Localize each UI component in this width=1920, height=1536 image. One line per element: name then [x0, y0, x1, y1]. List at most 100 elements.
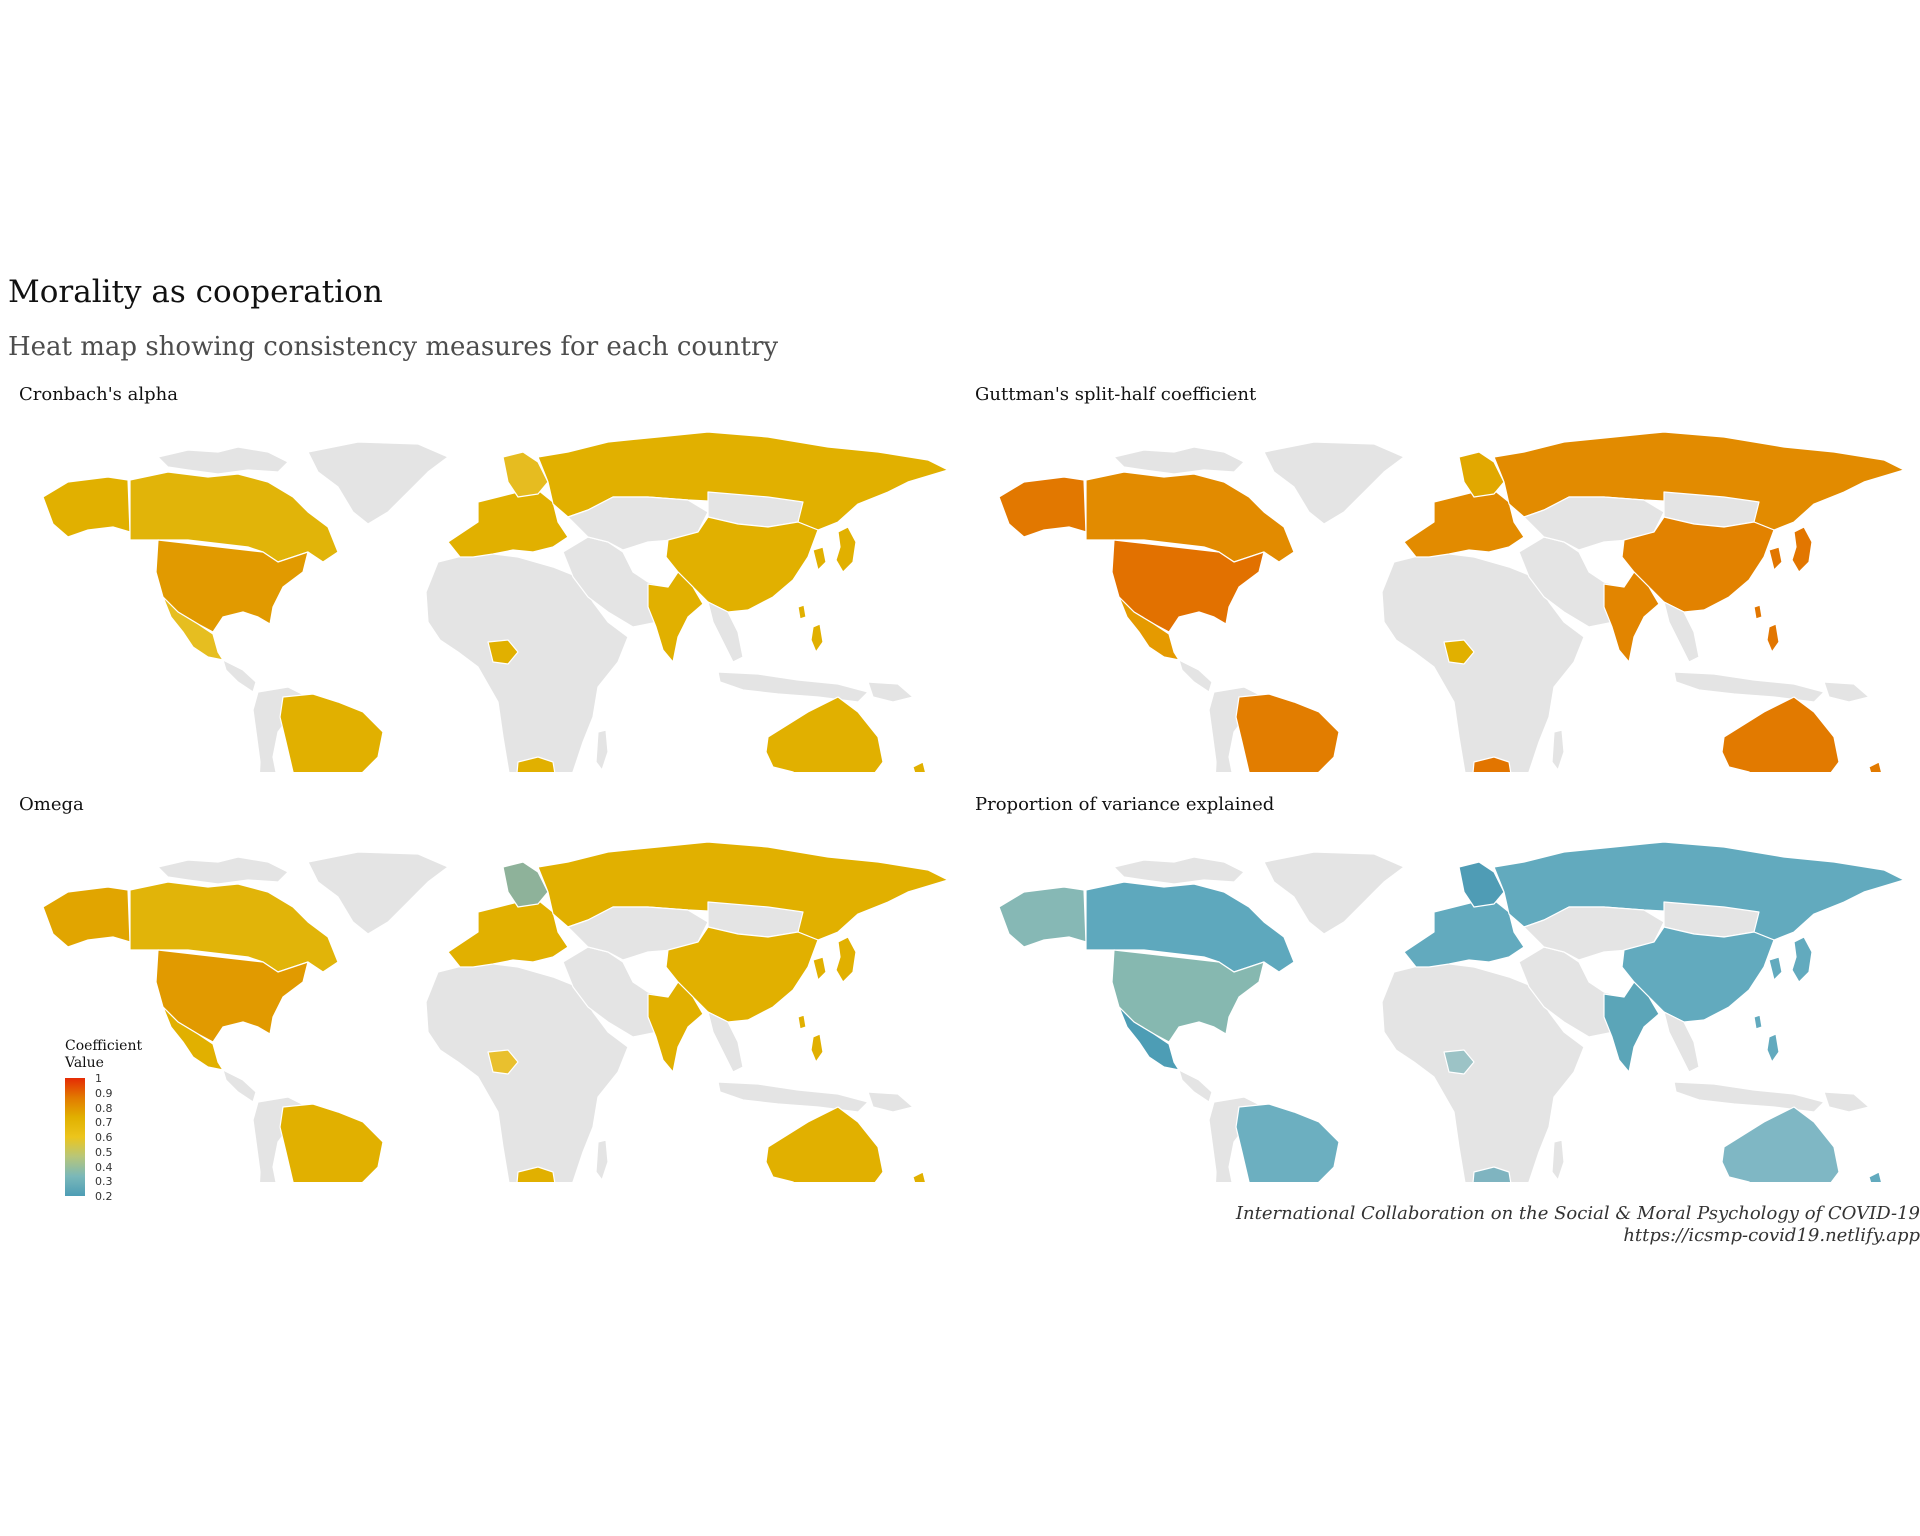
country-central-america [1178, 1069, 1213, 1103]
country-nigeria [487, 639, 519, 665]
country-southamerica [1235, 693, 1340, 772]
legend-tick-label: 0.7 [95, 1116, 113, 1130]
country-canada [1085, 471, 1295, 563]
country-se-asia [1663, 601, 1700, 663]
country-png [867, 681, 914, 703]
legend-title-line1: Coefficient [65, 1038, 143, 1054]
country-central-america [1178, 659, 1213, 693]
country-india [1603, 981, 1660, 1073]
panel-title: Proportion of variance explained [975, 794, 1275, 815]
country-philippines [810, 623, 824, 653]
country-nz [1868, 1171, 1883, 1182]
country-europe [447, 899, 569, 968]
country-nordic [502, 451, 549, 498]
country-korea [1768, 546, 1783, 571]
country-central-america [222, 1069, 257, 1103]
country-taiwan [1753, 604, 1763, 620]
country-png [1823, 681, 1870, 703]
country-india [647, 981, 704, 1073]
country-arctic-islands [1113, 446, 1245, 475]
country-korea [812, 546, 827, 571]
country-japan [835, 936, 857, 983]
map-panel-omega: Omega [8, 794, 958, 1184]
world-map [998, 841, 1905, 1182]
world-map [42, 431, 949, 772]
country-nordic [502, 861, 549, 908]
country-se-asia [707, 1011, 744, 1073]
country-southafrica [1472, 756, 1512, 772]
country-madagascar [1551, 729, 1565, 771]
country-central-america [222, 659, 257, 693]
country-indonesia [717, 671, 869, 703]
country-nigeria [487, 1049, 519, 1075]
country-nz [912, 1171, 927, 1182]
map-panel-cronbach: Cronbach's alpha [8, 384, 958, 774]
country-nz [912, 761, 927, 772]
country-india [647, 571, 704, 663]
panel-title: Omega [19, 794, 84, 815]
country-australia [1721, 1106, 1840, 1182]
legend-tick-label: 0.3 [95, 1175, 113, 1189]
country-png [867, 1091, 914, 1113]
legend-tick-label: 0.8 [95, 1101, 113, 1115]
country-korea [1768, 956, 1783, 981]
country-nigeria [1443, 1049, 1475, 1075]
country-southafrica [516, 1166, 556, 1182]
country-nordic [1458, 451, 1505, 498]
country-southamerica [279, 1103, 384, 1182]
legend-color-bar [65, 1078, 85, 1196]
country-japan [835, 526, 857, 573]
map-panel-variance: Proportion of variance explained [964, 794, 1914, 1184]
legend-tick-labels: 1 0.9 0.8 0.7 0.6 0.5 0.4 0.3 0.2 [95, 1072, 155, 1203]
legend-tick-label: 0.5 [95, 1145, 113, 1159]
country-canada [129, 471, 339, 563]
world-map [998, 431, 1905, 772]
country-nz [1868, 761, 1883, 772]
country-southamerica [1235, 1103, 1340, 1182]
country-canada [129, 881, 339, 973]
country-southamerica [279, 693, 384, 772]
country-arctic-islands [1113, 856, 1245, 885]
country-arctic-islands [157, 446, 289, 475]
country-png [1823, 1091, 1870, 1113]
legend-tick-label: 0.4 [95, 1160, 113, 1174]
world-map [42, 841, 949, 1182]
country-indonesia [1673, 671, 1825, 703]
color-legend: Coefficient Value 1 0.9 0.8 0.7 0.6 0.5 0.4 0.3… [65, 1038, 195, 1203]
country-arctic-islands [157, 856, 289, 885]
country-greenland [1263, 441, 1405, 525]
country-korea [812, 956, 827, 981]
panel-title: Cronbach's alpha [19, 384, 178, 405]
caption-line2: https://icsmp-covid19.netlify.app [1623, 1225, 1920, 1246]
country-india [1603, 571, 1660, 663]
country-se-asia [1663, 1011, 1700, 1073]
country-europe [447, 489, 569, 558]
country-greenland [1263, 851, 1405, 935]
country-philippines [1766, 623, 1780, 653]
country-philippines [810, 1033, 824, 1063]
country-southafrica [1472, 1166, 1512, 1182]
country-australia [765, 1106, 884, 1182]
country-indonesia [717, 1081, 869, 1113]
country-canada [1085, 881, 1295, 973]
country-indonesia [1673, 1081, 1825, 1113]
legend-tick-label: 1 [95, 1072, 102, 1085]
chart-title: Morality as cooperation [8, 274, 383, 310]
map-panel-guttman: Guttman's split-half coefficient [964, 384, 1914, 774]
country-madagascar [595, 729, 609, 771]
country-nigeria [1443, 639, 1475, 665]
country-alaska [42, 476, 131, 538]
country-japan [1791, 526, 1813, 573]
country-se-asia [707, 601, 744, 663]
country-southafrica [516, 756, 556, 772]
country-madagascar [595, 1139, 609, 1181]
country-philippines [1766, 1033, 1780, 1063]
country-taiwan [797, 1014, 807, 1030]
country-europe [1403, 899, 1525, 968]
country-japan [1791, 936, 1813, 983]
country-taiwan [1753, 1014, 1763, 1030]
country-nordic [1458, 861, 1505, 908]
country-australia [765, 696, 884, 772]
legend-tick-label: 0.2 [95, 1190, 113, 1203]
country-alaska [42, 886, 131, 948]
